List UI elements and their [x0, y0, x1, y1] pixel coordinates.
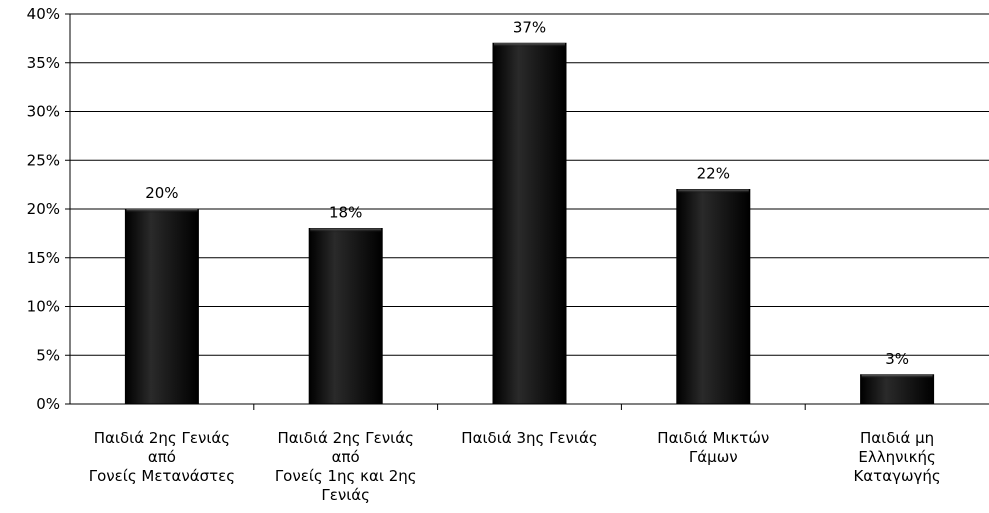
- bar: [676, 189, 751, 405]
- bar-highlight: [861, 374, 933, 379]
- bar-highlight: [494, 43, 565, 48]
- y-tick-label: 5%: [36, 346, 60, 364]
- data-label: 20%: [145, 184, 178, 202]
- category-label-line: Παιδιά 2ης Γενιάς: [94, 429, 230, 447]
- bar-highlight: [677, 189, 749, 194]
- category-label-line: Παιδιά Μικτών: [657, 429, 769, 447]
- category-label: Παιδιά 2ης Γενιάς από Γονείς 1ης και 2ης Γε…: [275, 429, 417, 504]
- bars: [124, 42, 935, 405]
- y-tick-label: 10%: [27, 298, 60, 316]
- y-tick-label: 40%: [27, 5, 60, 23]
- category-label-line: Παιδιά 3ης Γενιάς: [461, 429, 597, 447]
- y-tick-label: 20%: [27, 200, 60, 218]
- bar: [308, 228, 383, 405]
- category-label: Παιδιά μη Ελληνικής Καταγωγής: [853, 429, 940, 485]
- category-label-line: Παιδιά μη: [860, 429, 934, 447]
- data-label: 37%: [513, 18, 546, 36]
- category-label-line: Γάμων: [689, 448, 738, 466]
- category-label: Παιδιά Μικτών Γάμων: [657, 429, 769, 466]
- category-label-line: Γενιάς: [321, 486, 370, 504]
- y-tick-label: 0%: [36, 395, 60, 413]
- category-label-line: από: [148, 448, 176, 466]
- category-label: Παιδιά 3ης Γενιάς: [461, 429, 597, 447]
- category-label-line: Γονείς Μετανάστες: [89, 467, 235, 485]
- data-label: 3%: [885, 350, 909, 368]
- bar: [860, 374, 935, 405]
- bar: [124, 208, 199, 405]
- bar-highlight: [310, 228, 382, 233]
- labels: 0% 5% 10% 15% 20% 25% 30% 35% 40% 20% Παιδιά 2ης Γ…: [27, 5, 941, 504]
- category-label-line: Καταγωγής: [853, 467, 940, 485]
- y-tick-label: 15%: [27, 249, 60, 267]
- category-label-line: Παιδιά 2ης Γενιάς: [278, 429, 414, 447]
- bar-highlight: [126, 209, 198, 213]
- data-label: 18%: [329, 204, 362, 222]
- y-tick-label: 25%: [27, 151, 60, 169]
- category-label-line: Ελληνικής: [858, 448, 935, 466]
- y-tick-label: 30%: [27, 103, 60, 121]
- data-label: 22%: [697, 165, 730, 183]
- bar: [492, 42, 567, 405]
- category-label: Παιδιά 2ης Γενιάς από Γονείς Μετανάστες: [89, 429, 235, 485]
- category-label-line: από: [332, 448, 360, 466]
- y-tick-label: 35%: [27, 54, 60, 72]
- category-label-line: Γονείς 1ης και 2ης: [275, 467, 417, 485]
